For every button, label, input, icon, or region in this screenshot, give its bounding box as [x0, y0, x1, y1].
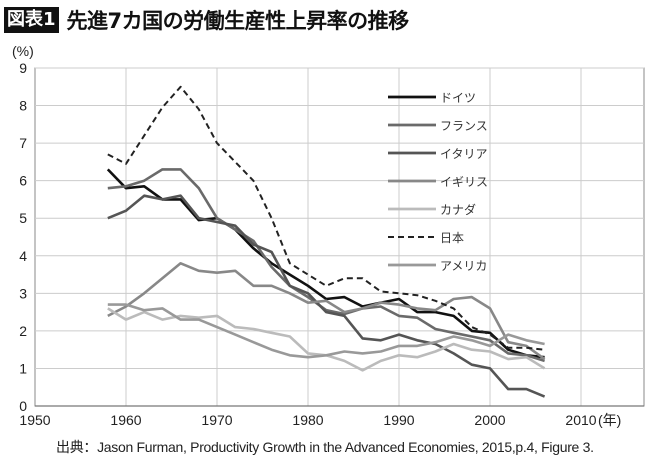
y-tick-label: 8: [19, 98, 27, 114]
series-line-1: [107, 168, 545, 363]
y-tick-label: 6: [19, 173, 27, 189]
series-line-2: [107, 194, 546, 398]
legend-label: イタリア: [440, 147, 488, 161]
y-tick-label: 3: [19, 285, 27, 301]
legend-label: アメリカ: [440, 259, 487, 273]
y-tick-label: 9: [19, 60, 27, 76]
y-tick-label: 2: [19, 323, 27, 339]
y-tick-label: 4: [19, 248, 27, 264]
x-tick-label: 2010: [565, 412, 596, 428]
y-tick-label: 7: [19, 135, 27, 151]
series-line-5: [107, 85, 545, 351]
legend-label: カナダ: [440, 202, 476, 217]
title-row: 図表1 先進7カ国の労働生産性上昇率の推移: [4, 5, 409, 35]
x-axis-label: (年): [598, 412, 621, 428]
x-tick-label: 1990: [383, 412, 414, 428]
x-tick-label: 1980: [292, 412, 323, 428]
series-line-4: [107, 307, 546, 372]
y-tick-label: 1: [19, 360, 27, 376]
y-axis-label: (%): [12, 43, 34, 59]
x-tick-label: 2000: [474, 412, 505, 428]
x-tick-label: 1950: [19, 412, 50, 428]
series-line-3: [107, 261, 546, 361]
x-tick-label: 1960: [110, 412, 141, 428]
legend-label: ドイツ: [440, 91, 476, 105]
x-tick-label: 1970: [201, 412, 232, 428]
y-tick-label: 0: [19, 398, 27, 414]
legend-label: 日本: [440, 231, 464, 245]
series-line-6: [107, 303, 545, 359]
chart-title: 先進7カ国の労働生産性上昇率の推移: [66, 9, 410, 33]
legend-label: フランス: [440, 119, 488, 133]
series-line-0: [106, 168, 545, 359]
figure-badge: 図表1: [4, 7, 59, 33]
y-tick-label: 5: [19, 210, 27, 226]
source-note: 出典：Jason Furman, Productivity Growth in …: [56, 439, 594, 455]
legend-label: イギリス: [440, 175, 488, 189]
